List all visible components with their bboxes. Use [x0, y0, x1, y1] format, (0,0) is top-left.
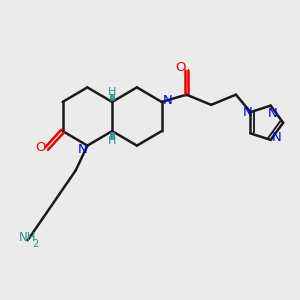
- Text: 2: 2: [33, 239, 39, 249]
- Text: N: N: [268, 107, 278, 120]
- Text: N: N: [163, 94, 173, 107]
- Text: H: H: [108, 87, 116, 97]
- Text: H: H: [108, 136, 116, 146]
- Text: NH: NH: [19, 232, 36, 244]
- Text: O: O: [175, 61, 185, 74]
- Text: N: N: [272, 131, 282, 144]
- Text: O: O: [35, 141, 45, 154]
- Text: N: N: [77, 142, 87, 156]
- Text: N: N: [243, 106, 252, 118]
